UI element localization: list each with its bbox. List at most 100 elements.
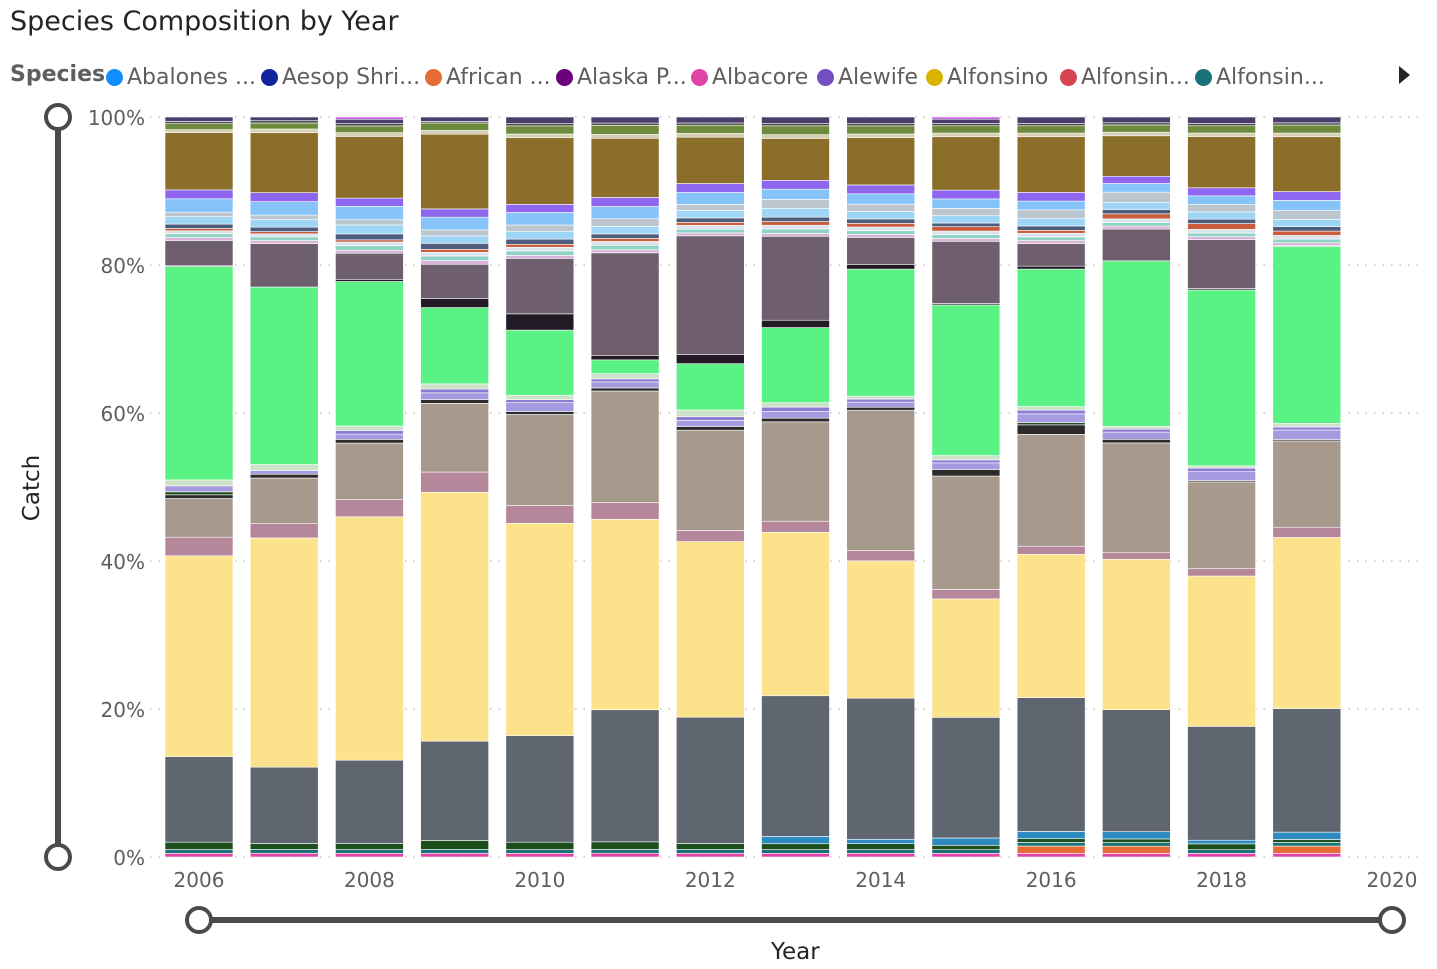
bar-segment[interactable]: [761, 417, 830, 423]
bar-segment[interactable]: [1272, 526, 1342, 538]
bar-segment[interactable]: [420, 849, 489, 854]
bar-segment[interactable]: [1272, 132, 1342, 138]
bar-segment[interactable]: [420, 392, 489, 400]
bar-segment[interactable]: [164, 189, 234, 200]
bar-segment[interactable]: [249, 523, 319, 539]
bar-segment[interactable]: [1187, 195, 1256, 205]
bar-2015[interactable]: [931, 116, 1001, 858]
bar-segment[interactable]: [249, 473, 319, 479]
bar-segment[interactable]: [931, 198, 1001, 209]
legend-item-albacore[interactable]: Albacore: [691, 62, 808, 92]
bar-segment[interactable]: [1187, 116, 1256, 124]
bar-segment[interactable]: [1102, 225, 1171, 230]
bar-segment[interactable]: [761, 402, 830, 408]
bar-segment[interactable]: [335, 516, 404, 761]
bar-segment[interactable]: [249, 233, 319, 238]
bar-segment[interactable]: [1272, 242, 1342, 246]
legend-item-alfonsino-2[interactable]: Alfonsin...: [1060, 62, 1190, 92]
bar-segment[interactable]: [590, 225, 660, 235]
bar-segment[interactable]: [846, 268, 916, 397]
bar-segment[interactable]: [1102, 122, 1171, 126]
bar-segment[interactable]: [420, 399, 489, 404]
bar-segment[interactable]: [590, 137, 660, 198]
bar-segment[interactable]: [1187, 471, 1256, 481]
bar-segment[interactable]: [505, 841, 575, 850]
bar-segment[interactable]: [505, 402, 575, 412]
bar-segment[interactable]: [761, 853, 830, 858]
bar-segment[interactable]: [1272, 136, 1342, 192]
bar-segment[interactable]: [761, 520, 830, 533]
x-range-slider-right-handle[interactable]: [1378, 906, 1406, 934]
bar-segment[interactable]: [420, 229, 489, 237]
bar-segment[interactable]: [335, 425, 404, 431]
bar-segment[interactable]: [1272, 226, 1342, 232]
bar-segment[interactable]: [761, 224, 830, 230]
bar-segment[interactable]: [1102, 838, 1171, 843]
bar-segment[interactable]: [420, 852, 489, 858]
bar-segment[interactable]: [1102, 552, 1171, 560]
bar-segment[interactable]: [761, 531, 830, 697]
bar-segment[interactable]: [1272, 122, 1342, 126]
bar-segment[interactable]: [846, 133, 916, 138]
bar-segment[interactable]: [1187, 218, 1256, 224]
bar-segment[interactable]: [1016, 209, 1086, 219]
bar-segment[interactable]: [335, 442, 404, 500]
bar-segment[interactable]: [846, 853, 916, 858]
bar-segment[interactable]: [1272, 210, 1342, 220]
bar-segment[interactable]: [505, 258, 575, 315]
bar-segment[interactable]: [931, 215, 1001, 224]
y-range-slider-top-handle[interactable]: [44, 103, 72, 131]
bar-2017[interactable]: [1102, 116, 1171, 858]
bar-segment[interactable]: [761, 421, 830, 522]
bar-segment[interactable]: [675, 235, 745, 355]
bar-segment[interactable]: [1102, 191, 1171, 203]
bar-segment[interactable]: [420, 260, 489, 265]
bar-segment[interactable]: [1016, 116, 1086, 124]
bar-segment[interactable]: [164, 479, 234, 487]
bar-segment[interactable]: [1102, 853, 1171, 858]
bar-segment[interactable]: [335, 116, 404, 120]
bar-segment[interactable]: [761, 221, 830, 226]
bar-segment[interactable]: [931, 853, 1001, 858]
legend-item-african[interactable]: African ...: [425, 62, 551, 92]
bar-segment[interactable]: [1187, 849, 1256, 854]
bar-segment[interactable]: [1016, 424, 1086, 435]
bar-segment[interactable]: [590, 206, 660, 220]
bar-segment[interactable]: [931, 189, 1001, 200]
bar-segment[interactable]: [931, 125, 1001, 134]
bar-segment[interactable]: [1102, 209, 1171, 215]
bar-segment[interactable]: [1187, 211, 1256, 220]
bar-segment[interactable]: [249, 843, 319, 850]
bar-segment[interactable]: [420, 491, 489, 742]
bar-segment[interactable]: [1187, 465, 1256, 469]
bar-segment[interactable]: [505, 329, 575, 396]
bar-segment[interactable]: [335, 852, 404, 858]
legend-item-alaska[interactable]: Alaska P...: [556, 62, 687, 92]
bar-segment[interactable]: [1272, 230, 1342, 236]
bar-segment[interactable]: [164, 223, 234, 229]
bar-segment[interactable]: [1272, 423, 1342, 428]
bar-segment[interactable]: [590, 249, 660, 254]
bar-segment[interactable]: [164, 129, 234, 133]
bar-segment[interactable]: [335, 118, 404, 125]
bar-segment[interactable]: [335, 499, 404, 518]
bar-segment[interactable]: [590, 378, 660, 383]
bar-segment[interactable]: [505, 123, 575, 127]
bar-segment[interactable]: [846, 409, 916, 551]
bar-segment[interactable]: [675, 217, 745, 223]
bar-segment[interactable]: [590, 125, 660, 135]
bar-segment[interactable]: [846, 223, 916, 228]
bar-segment[interactable]: [1016, 838, 1086, 843]
bar-segment[interactable]: [335, 281, 404, 427]
bar-segment[interactable]: [846, 218, 916, 224]
bar-segment[interactable]: [505, 522, 575, 736]
bar-segment[interactable]: [590, 233, 660, 239]
bar-segment[interactable]: [675, 232, 745, 237]
bar-2009[interactable]: [420, 116, 489, 858]
bar-segment[interactable]: [761, 180, 830, 190]
bar-2006[interactable]: [164, 116, 234, 858]
bar-segment[interactable]: [675, 363, 745, 411]
bar-segment[interactable]: [420, 740, 489, 841]
bar-segment[interactable]: [1016, 406, 1086, 411]
bar-segment[interactable]: [761, 188, 830, 200]
